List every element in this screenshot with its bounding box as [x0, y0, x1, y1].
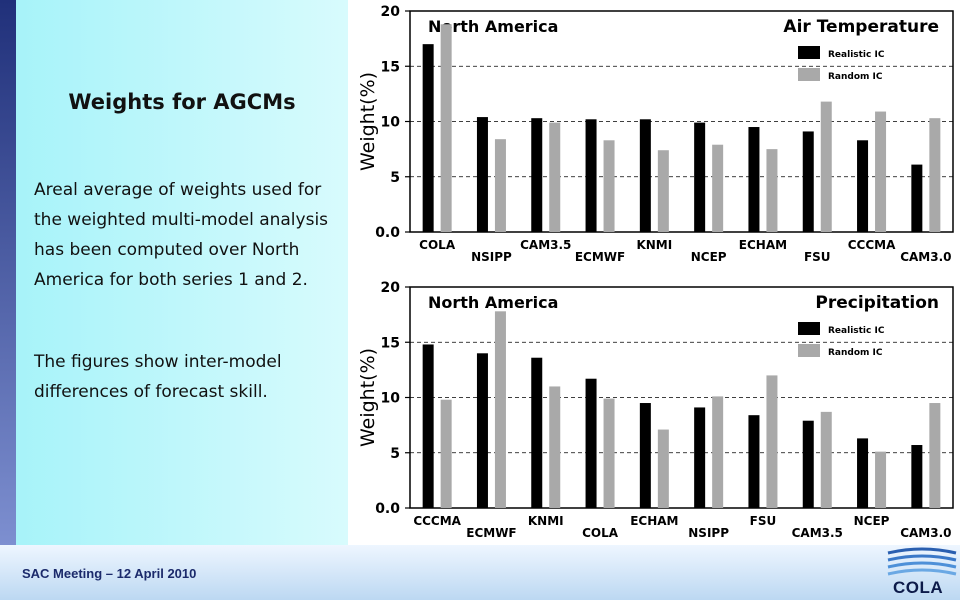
- bar-realistic-ic: [802, 131, 814, 232]
- bar-realistic-ic: [531, 357, 543, 508]
- bar-realistic-ic: [911, 164, 923, 232]
- conclusion-paragraph: The figures show inter-model differences…: [34, 352, 282, 402]
- y-tick-label: 5: [390, 446, 400, 462]
- bar-realistic-ic: [422, 44, 434, 233]
- x-tick-label: CAM3.5: [792, 526, 843, 540]
- legend-swatch: [798, 46, 820, 59]
- bar-random-ic: [875, 111, 887, 232]
- bar-random-ic: [712, 144, 724, 232]
- x-tick-label: ECMWF: [575, 250, 625, 264]
- y-tick-label: 15: [381, 335, 400, 351]
- bar-random-ic: [440, 24, 452, 233]
- region-label: North America: [428, 293, 558, 312]
- bar-realistic-ic: [531, 118, 543, 232]
- bar-random-ic: [929, 118, 941, 232]
- x-tick-label: COLA: [582, 526, 619, 540]
- y-axis-label: Weight(%): [357, 72, 379, 171]
- bar-random-ic: [549, 386, 561, 508]
- x-tick-label: NCEP: [854, 514, 890, 528]
- region-label: North America: [428, 17, 558, 36]
- bar-random-ic: [875, 451, 887, 508]
- plot-area: [409, 286, 954, 509]
- footer-strip: [0, 545, 960, 600]
- bar-random-ic: [603, 140, 615, 232]
- bar-realistic-ic: [911, 445, 923, 508]
- bar-realistic-ic: [802, 420, 814, 508]
- y-tick-label: 20: [381, 4, 401, 20]
- x-tick-label: CCCMA: [848, 238, 896, 252]
- plot-area: [409, 10, 954, 233]
- bar-realistic-ic: [639, 119, 651, 232]
- y-tick-label: 0.0: [375, 225, 400, 241]
- y-tick-label: 15: [381, 59, 400, 75]
- bar-random-ic: [494, 311, 506, 508]
- x-tick-label: NCEP: [691, 250, 727, 264]
- bar-realistic-ic: [748, 415, 760, 508]
- cola-logo-text: COLA: [893, 578, 944, 597]
- bar-realistic-ic: [476, 353, 488, 508]
- x-tick-label: NSIPP: [471, 250, 512, 264]
- x-tick-label: ECHAM: [630, 514, 678, 528]
- x-tick-label: FSU: [804, 250, 831, 264]
- legend-entry: Realistic IC: [828, 326, 885, 336]
- x-tick-label: CAM3.5: [520, 238, 571, 252]
- y-tick-label: 0.0: [375, 501, 400, 517]
- chart-title: Air Temperature: [783, 17, 939, 37]
- legend-entry: Realistic IC: [828, 50, 885, 60]
- x-tick-label: KNMI: [528, 514, 564, 528]
- y-tick-label: 20: [381, 280, 401, 296]
- bar-random-ic: [549, 122, 561, 232]
- cola-logo-waves-icon: [887, 547, 957, 576]
- legend-swatch: [798, 68, 820, 81]
- y-axis-label: Weight(%): [357, 348, 379, 447]
- bar-random-ic: [657, 429, 669, 508]
- description-paragraph: Areal average of weights used for the we…: [34, 180, 329, 290]
- bar-random-ic: [766, 149, 778, 232]
- bar-realistic-ic: [422, 344, 434, 508]
- legend-entry: Random IC: [828, 72, 883, 82]
- bar-random-ic: [712, 396, 724, 508]
- x-tick-label: ECHAM: [739, 238, 787, 252]
- x-tick-label: CAM3.0: [900, 526, 951, 540]
- bar-random-ic: [603, 398, 615, 508]
- bar-random-ic: [657, 150, 669, 232]
- bar-random-ic: [820, 411, 832, 508]
- bar-realistic-ic: [476, 117, 488, 232]
- air-temperature-chart: 0.0 5 10 15 20 Weight(%) North America Air Temp…: [357, 4, 954, 264]
- slide-title: Weights for AGCMs: [68, 90, 296, 114]
- legend-swatch: [798, 322, 820, 335]
- bar-realistic-ic: [857, 438, 869, 508]
- bar-realistic-ic: [639, 403, 651, 508]
- x-tick-label: NSIPP: [688, 526, 729, 540]
- y-tick-label: 10: [381, 115, 401, 131]
- x-tick-label: COLA: [419, 238, 456, 252]
- bar-random-ic: [494, 139, 506, 232]
- x-tick-label: KNMI: [636, 238, 672, 252]
- footer-text: SAC Meeting – 12 April 2010: [22, 566, 197, 581]
- bar-random-ic: [766, 375, 778, 508]
- bar-realistic-ic: [694, 407, 706, 508]
- bar-realistic-ic: [857, 140, 869, 232]
- text-panel: [16, 0, 348, 545]
- precipitation-chart: 0.0 5 10 15 20 Weight(%) North America Precipit…: [357, 280, 954, 540]
- left-accent-bar: [0, 0, 16, 545]
- chart-title: Precipitation: [815, 293, 939, 313]
- bar-realistic-ic: [694, 122, 706, 232]
- y-tick-label: 10: [381, 391, 401, 407]
- legend-swatch: [798, 344, 820, 357]
- legend-entry: Random IC: [828, 348, 883, 358]
- bar-realistic-ic: [585, 378, 597, 508]
- bar-random-ic: [820, 101, 832, 232]
- y-tick-label: 5: [390, 170, 400, 186]
- bar-random-ic: [440, 399, 452, 508]
- x-tick-label: CCCMA: [413, 514, 461, 528]
- x-tick-label: FSU: [750, 514, 777, 528]
- bar-realistic-ic: [585, 119, 597, 232]
- bar-realistic-ic: [748, 127, 760, 232]
- x-tick-label: CAM3.0: [900, 250, 951, 264]
- x-tick-label: ECMWF: [466, 526, 516, 540]
- bar-random-ic: [929, 403, 941, 508]
